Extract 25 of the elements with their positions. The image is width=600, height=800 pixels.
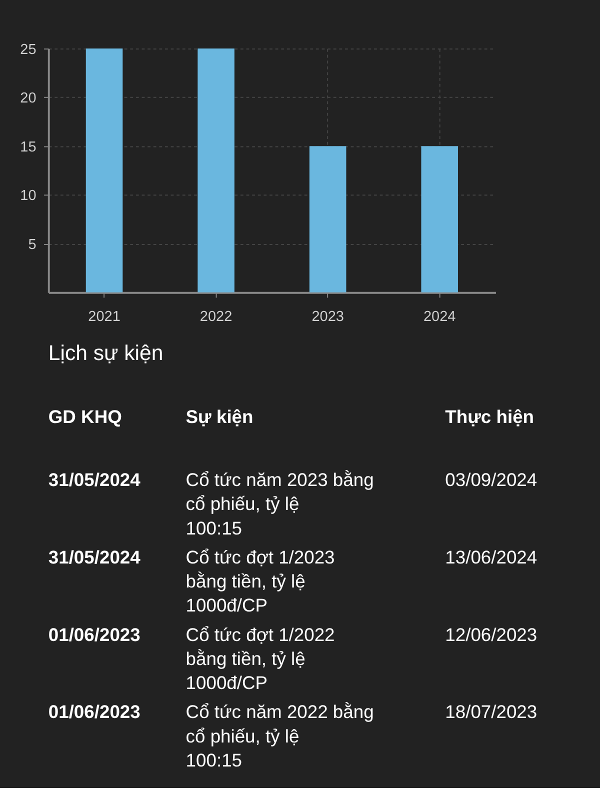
text: 03/09/2024 [445, 468, 538, 490]
y-tick-label: 25 [20, 42, 36, 58]
text: Cổ tức đợt 1/2023 bằng tiền, tỷ lệ 1000đ/CP [186, 546, 335, 616]
text: GD KHQ [48, 406, 122, 428]
text: 31/05/2024 [48, 546, 142, 568]
x-tick-label: 2024 [423, 308, 456, 325]
text: Cổ tức năm 2022 bằng cổ phiếu, tỷ lệ 100:15 [186, 701, 374, 771]
text: 01/06/2023 [48, 624, 140, 645]
text: Cổ tức năm 2023 bằng cổ phiếu, tỷ lệ 100:15 [186, 468, 374, 538]
text: 12/06/2023 [445, 624, 538, 645]
text: 31/05/2024 [48, 468, 142, 490]
text: 13/06/2024 [445, 546, 538, 568]
y-tick-label: 5 [28, 236, 36, 253]
x-tick-label: 2022 [200, 308, 232, 325]
text: Lịch sự kiện [48, 341, 164, 366]
y-tick-label: 10 [20, 188, 36, 204]
y-tick-label: 15 [20, 139, 36, 156]
text: Cổ tức đợt 1/2022 bằng tiền, tỷ lệ 1000đ/CP [186, 624, 335, 694]
text: Sự kiện [186, 406, 254, 428]
x-tick-label: 2021 [88, 308, 120, 325]
x-tick-label: 2023 [312, 308, 344, 325]
text: Thực hiện [445, 406, 534, 428]
text: 18/07/2023 [445, 701, 538, 722]
text: 01/06/2023 [48, 701, 140, 722]
y-tick-label: 20 [20, 90, 36, 107]
